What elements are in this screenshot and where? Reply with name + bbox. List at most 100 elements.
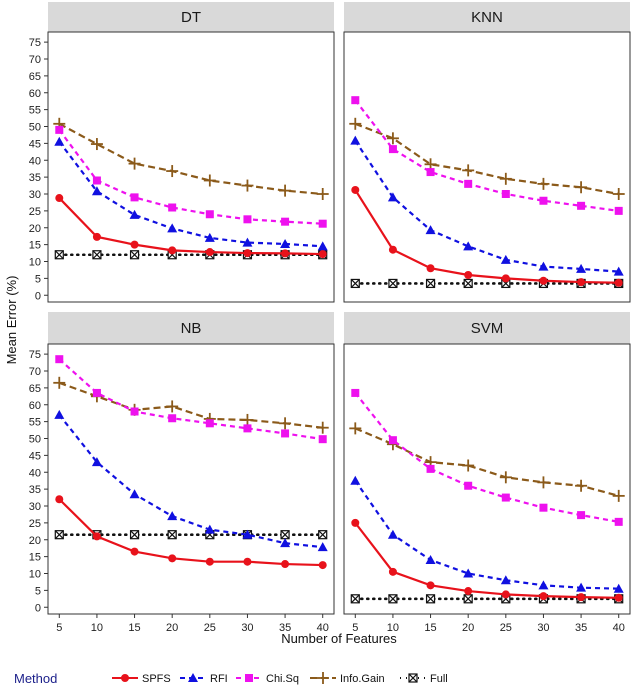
- y-tick-label: 70: [29, 366, 41, 378]
- point-marker: [539, 592, 548, 601]
- point-marker: [281, 217, 290, 226]
- point-marker: [129, 209, 140, 219]
- y-tick-label: 0: [35, 602, 41, 614]
- point-marker: [425, 555, 436, 564]
- point-marker: [388, 594, 398, 604]
- y-tick-label: 15: [29, 240, 41, 252]
- point-marker: [55, 495, 64, 504]
- series-line: [354, 189, 619, 284]
- point-marker: [349, 422, 362, 435]
- point-marker: [204, 524, 215, 534]
- point-marker: [350, 475, 361, 485]
- point-marker: [351, 185, 360, 194]
- series-line: [58, 197, 323, 256]
- legend-label: SPFS: [142, 673, 171, 685]
- point-marker: [464, 271, 473, 279]
- series-chi-sq: [351, 96, 623, 215]
- point-marker: [204, 232, 215, 242]
- point-marker: [167, 530, 177, 540]
- point-marker: [575, 479, 588, 492]
- point-marker: [168, 203, 177, 212]
- point-marker: [388, 278, 398, 289]
- y-tick-label: 40: [29, 467, 41, 479]
- y-tick-label: 0: [35, 290, 41, 302]
- y-tick-label: 60: [29, 88, 41, 100]
- series-line: [354, 427, 619, 497]
- point-marker: [408, 673, 418, 683]
- y-tick-label: 45: [29, 450, 41, 462]
- series-line: [354, 122, 619, 196]
- point-marker: [91, 457, 102, 467]
- legend: Method SPFS RFI Chi.Sq Info.Gain Full: [14, 671, 448, 686]
- point-marker: [499, 471, 512, 484]
- point-marker: [351, 518, 360, 527]
- point-marker: [243, 215, 252, 224]
- point-marker: [280, 530, 290, 540]
- y-tick-label: 75: [29, 349, 41, 361]
- panel-strip: [48, 312, 334, 344]
- series-spfs: [55, 194, 327, 259]
- point-marker: [501, 590, 510, 599]
- series-rfi: [54, 136, 328, 251]
- point-marker: [168, 554, 177, 563]
- point-marker: [538, 580, 549, 590]
- series-line: [58, 414, 323, 549]
- x-tick-label: 35: [575, 622, 587, 634]
- point-marker: [350, 278, 360, 289]
- y-tick-label: 5: [35, 585, 41, 597]
- point-marker: [464, 587, 473, 596]
- panel-dt: DT 0 5 10 15 20 25 30 35 40 45 50 55 60 65 70 75: [29, 2, 335, 303]
- y-tick-label: 30: [29, 189, 41, 201]
- series-info-gain: [349, 422, 625, 502]
- panel-title: SVM: [471, 320, 504, 337]
- point-marker: [243, 424, 252, 433]
- x-tick-label: 15: [128, 622, 140, 634]
- point-marker: [613, 583, 624, 593]
- point-marker: [539, 276, 548, 285]
- point-marker: [538, 261, 549, 271]
- y-tick-label: 10: [29, 257, 41, 269]
- series-spfs: [351, 518, 623, 602]
- x-tick-label: 30: [241, 622, 253, 634]
- point-marker: [537, 177, 550, 190]
- y-tick-label: 15: [29, 552, 41, 564]
- y-tick-label: 50: [29, 434, 41, 446]
- legend-item-rfi: RFI: [180, 673, 228, 685]
- point-marker: [92, 232, 101, 241]
- legend-label: Chi.Sq: [266, 673, 299, 685]
- point-marker: [90, 138, 103, 151]
- x-tick-label: 40: [613, 622, 625, 634]
- point-marker: [205, 557, 214, 566]
- point-marker: [316, 421, 329, 434]
- point-marker: [167, 223, 178, 233]
- point-marker: [500, 575, 511, 585]
- point-marker: [388, 567, 397, 576]
- y-tick-label: 55: [29, 105, 41, 117]
- point-marker: [425, 225, 436, 235]
- x-tick-label: 10: [387, 622, 399, 634]
- series-line: [58, 358, 323, 441]
- point-marker: [128, 157, 141, 170]
- point-marker: [318, 435, 327, 444]
- series-line: [354, 140, 619, 273]
- point-marker: [387, 529, 398, 539]
- series-line: [58, 129, 323, 225]
- point-marker: [499, 172, 512, 185]
- series-line: [58, 122, 323, 196]
- legend-label: Info.Gain: [340, 673, 385, 685]
- point-marker: [130, 407, 139, 416]
- point-marker: [130, 193, 139, 202]
- point-marker: [612, 188, 625, 200]
- y-tick-label: 10: [29, 569, 41, 581]
- x-axis-title: Number of Features: [281, 631, 397, 646]
- point-marker: [463, 241, 474, 251]
- point-marker: [318, 250, 327, 259]
- point-marker: [614, 206, 623, 215]
- series-line: [354, 480, 619, 590]
- point-marker: [129, 489, 140, 499]
- point-marker: [318, 219, 327, 228]
- point-marker: [54, 530, 64, 540]
- x-tick-label: 35: [279, 622, 291, 634]
- point-marker: [317, 542, 328, 552]
- y-tick-label: 50: [29, 122, 41, 134]
